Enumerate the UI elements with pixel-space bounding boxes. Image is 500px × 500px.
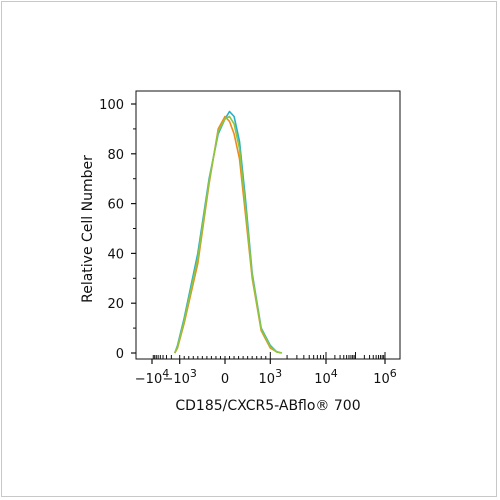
x-tick-label: 104 [314,367,338,387]
series-line-2 [174,115,282,354]
x-axis-ticks: −104−103 0 103 104 106 [135,359,397,387]
y-tick-label: 100 [99,98,124,113]
series-line-1 [174,110,282,354]
y-tick-label: 60 [107,198,124,213]
series-lines [174,110,282,354]
y-tick-label: 0 [116,347,124,362]
x-tick-label: −104 [135,367,169,387]
y-axis-ticks: 0 20 40 60 80 100 [99,98,136,362]
y-tick-label: 20 [107,297,124,312]
x-axis-title: CD185/CXCR5-ABflo® 700 [175,398,360,414]
plot-area [135,90,401,360]
y-tick-label: 40 [107,247,124,262]
x-minor-ticks [152,352,386,359]
y-tick-label: 80 [107,148,124,163]
y-axis-title: Relative Cell Number [80,155,96,303]
x-tick-label: 103 [259,367,283,387]
x-tick-label: 0 [221,372,229,387]
x-tick-label: 106 [373,367,397,387]
series-line-3 [174,115,282,354]
x-tick-label: −103 [162,367,196,387]
